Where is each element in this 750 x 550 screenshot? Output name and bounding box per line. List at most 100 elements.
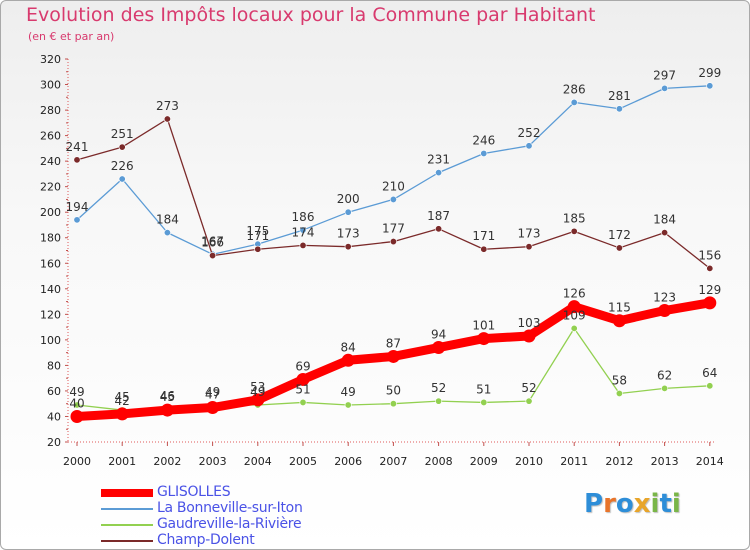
data-label: 123 bbox=[653, 291, 676, 305]
line-chart: 20 40 60 80 100 120 140 160 180 200 220 240 260 280 30… bbox=[40, 53, 724, 468]
data-label: 200 bbox=[337, 192, 360, 206]
x-tick-label: 2004 bbox=[244, 455, 272, 468]
x-tick-label: 2000 bbox=[63, 455, 91, 468]
data-point bbox=[525, 142, 533, 150]
data-label: 299 bbox=[698, 66, 721, 80]
data-label: 171 bbox=[472, 229, 495, 243]
data-point bbox=[344, 208, 352, 216]
legend-swatch bbox=[101, 524, 153, 526]
data-label: 171 bbox=[246, 229, 269, 243]
data-label: 174 bbox=[292, 225, 315, 239]
data-label: 166 bbox=[201, 236, 224, 250]
series-layer bbox=[70, 82, 717, 423]
data-point bbox=[344, 243, 352, 251]
data-label: 49 bbox=[69, 385, 84, 399]
data-point bbox=[296, 372, 310, 386]
data-point bbox=[661, 229, 669, 237]
data-point bbox=[661, 384, 669, 392]
legend-label: GLISOLLES bbox=[157, 484, 231, 500]
data-point bbox=[344, 401, 352, 409]
data-label: 172 bbox=[608, 228, 631, 242]
data-point bbox=[435, 169, 443, 177]
data-label: 297 bbox=[653, 68, 676, 82]
x-tick-label: 2013 bbox=[651, 455, 679, 468]
data-point bbox=[160, 403, 174, 417]
data-label: 175 bbox=[246, 224, 269, 238]
data-label: 115 bbox=[608, 301, 631, 315]
data-label: 156 bbox=[698, 248, 721, 262]
data-label: 52 bbox=[521, 381, 536, 395]
data-point bbox=[118, 175, 126, 183]
y-tick-label: 260 bbox=[40, 130, 61, 143]
data-label: 126 bbox=[563, 287, 586, 301]
data-label: 94 bbox=[431, 328, 446, 342]
legend-label: La Bonneville-sur-Iton bbox=[157, 500, 303, 516]
x-tick-label: 2012 bbox=[605, 455, 633, 468]
data-label: 167 bbox=[201, 234, 224, 248]
data-label: 49 bbox=[341, 385, 356, 399]
data-label: 46 bbox=[160, 389, 175, 403]
y-tick-label: 100 bbox=[40, 334, 61, 347]
data-point bbox=[477, 332, 491, 346]
data-point bbox=[615, 105, 623, 113]
data-label: 69 bbox=[295, 359, 310, 373]
data-point bbox=[118, 143, 126, 151]
data-point bbox=[73, 401, 81, 409]
series-line bbox=[76, 118, 711, 269]
data-point bbox=[612, 314, 626, 328]
logo-letter: i bbox=[650, 489, 660, 519]
data-label: 231 bbox=[427, 153, 450, 167]
series-0 bbox=[70, 296, 717, 423]
data-point bbox=[570, 324, 578, 332]
data-point bbox=[522, 329, 536, 343]
legend-swatch bbox=[101, 540, 153, 542]
data-label: 273 bbox=[156, 99, 179, 113]
data-point bbox=[432, 341, 446, 355]
data-point bbox=[525, 397, 533, 405]
data-point bbox=[706, 382, 714, 390]
data-label: 50 bbox=[386, 384, 401, 398]
legend-label: Champ-Dolent bbox=[157, 532, 255, 548]
y-tick-label: 20 bbox=[47, 436, 61, 449]
data-point bbox=[386, 349, 400, 363]
data-point bbox=[706, 82, 714, 90]
data-point bbox=[570, 98, 578, 106]
data-label: 40 bbox=[69, 396, 84, 410]
y-tick-label: 160 bbox=[40, 257, 61, 270]
data-label: 177 bbox=[382, 222, 405, 236]
data-label: 47 bbox=[205, 388, 220, 402]
data-point bbox=[703, 296, 717, 310]
data-point bbox=[480, 245, 488, 253]
data-label: 241 bbox=[66, 140, 89, 154]
data-label: 64 bbox=[702, 366, 717, 380]
data-label: 184 bbox=[156, 213, 179, 227]
data-point bbox=[341, 353, 355, 367]
data-point bbox=[389, 195, 397, 203]
data-point bbox=[480, 398, 488, 406]
data-point bbox=[661, 84, 669, 92]
y-tick-label: 220 bbox=[40, 181, 61, 194]
data-label: 194 bbox=[66, 200, 89, 214]
x-tick-label: 2009 bbox=[470, 455, 498, 468]
data-label: 53 bbox=[250, 380, 265, 394]
data-point bbox=[73, 156, 81, 164]
data-label: 103 bbox=[518, 316, 541, 330]
x-tick-label: 2001 bbox=[108, 455, 136, 468]
y-tick-label: 300 bbox=[40, 79, 61, 92]
data-label: 52 bbox=[431, 381, 446, 395]
y-tick-label: 200 bbox=[40, 206, 61, 219]
x-tick-label: 2005 bbox=[289, 455, 317, 468]
y-tick-label: 140 bbox=[40, 283, 61, 296]
data-label: 129 bbox=[698, 283, 721, 297]
data-label: 45 bbox=[115, 390, 130, 404]
data-point bbox=[389, 238, 397, 246]
data-label: 186 bbox=[292, 210, 315, 224]
series-3 bbox=[73, 115, 714, 272]
data-point bbox=[163, 229, 171, 237]
data-label: 49 bbox=[205, 385, 220, 399]
data-label: 87 bbox=[386, 336, 401, 350]
logo-letter: x bbox=[633, 489, 651, 519]
data-label: 45 bbox=[160, 390, 175, 404]
data-point bbox=[73, 216, 81, 224]
data-point bbox=[615, 389, 623, 397]
